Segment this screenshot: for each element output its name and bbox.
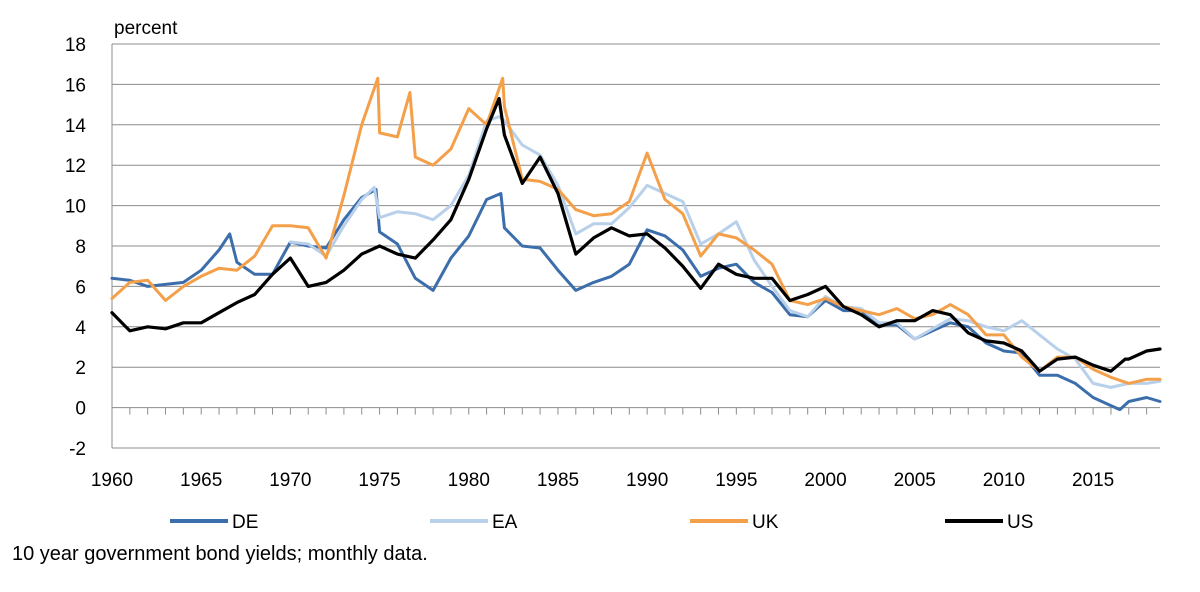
- x-tick-label: 2000: [804, 470, 846, 491]
- x-tick-label: 2010: [983, 470, 1025, 491]
- y-tick-label: 14: [65, 116, 87, 137]
- x-tick-label: 1980: [448, 470, 490, 491]
- series-lines: [110, 76, 1162, 412]
- y-tick-label: -2: [69, 439, 86, 460]
- series-line-us: [110, 96, 1162, 373]
- series-line-ea: [288, 115, 1162, 389]
- x-tick-label: 1970: [269, 470, 311, 491]
- legend: DE EA UK US: [170, 512, 1033, 533]
- x-tick-label: 1965: [180, 470, 222, 491]
- y-tick-label: 16: [65, 75, 86, 96]
- y-tick-label: 18: [65, 35, 86, 56]
- axes: [111, 44, 1148, 448]
- series-line-uk: [110, 76, 1162, 385]
- x-tick-label: 1995: [715, 470, 757, 491]
- x-tick-label: 2005: [894, 470, 936, 491]
- y-axis-unit-label: percent: [114, 18, 178, 39]
- y-tick-label: 0: [75, 399, 86, 420]
- x-tick-label: 2015: [1072, 470, 1114, 491]
- y-tick-label: 6: [75, 277, 86, 298]
- x-tick-label: 1985: [537, 470, 579, 491]
- chart-caption: 10 year government bond yields; monthly …: [12, 543, 428, 565]
- y-tick-label: 2: [75, 358, 86, 379]
- y-tick-label: 8: [75, 237, 86, 258]
- legend-label-uk: UK: [752, 512, 779, 533]
- legend-label-ea: EA: [492, 512, 518, 533]
- x-tick-label: 1990: [626, 470, 668, 491]
- grid-lines: [112, 43, 1160, 449]
- y-tick-label: 4: [75, 318, 86, 339]
- legend-label-de: DE: [232, 512, 258, 533]
- x-tick-labels: 1960 1965 1970 1975 1980 1985 1990 1995 2000 2005…: [91, 470, 1114, 491]
- x-tick-label: 1960: [91, 470, 133, 491]
- x-tick-label: 1975: [358, 470, 400, 491]
- legend-label-us: US: [1007, 512, 1033, 533]
- y-tick-label: 10: [65, 197, 86, 218]
- y-tick-labels: -2 0 2 4 6 8 10 12 14 16 18: [65, 35, 87, 460]
- series-line-de: [110, 187, 1162, 412]
- y-tick-label: 12: [65, 156, 86, 177]
